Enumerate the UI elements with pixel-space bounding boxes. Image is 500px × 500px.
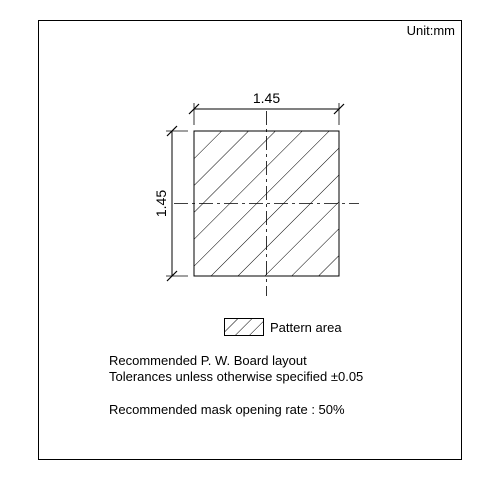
pattern-drawing: 1.45 1.45 <box>142 76 362 296</box>
unit-label: Unit:mm <box>407 23 455 38</box>
svg-text:1.45: 1.45 <box>153 190 169 217</box>
note-line-3: Recommended mask opening rate : 50% <box>109 402 345 418</box>
note-line-2: Tolerances unless otherwise specified ±0… <box>109 369 363 385</box>
diagram-frame: Unit:mm 1.45 1.45 Pattern area Recommende… <box>38 20 462 460</box>
note-line-1: Recommended P. W. Board layout <box>109 353 363 369</box>
page: Unit:mm 1.45 1.45 Pattern area Recommende… <box>0 0 500 500</box>
notes-block-2: Recommended mask opening rate : 50% <box>109 402 345 418</box>
legend-swatch-icon <box>224 318 264 336</box>
svg-text:1.45: 1.45 <box>253 90 280 106</box>
legend-label: Pattern area <box>270 320 342 335</box>
notes-block-1: Recommended P. W. Board layout Tolerance… <box>109 353 363 384</box>
legend-row: Pattern area <box>224 318 342 336</box>
